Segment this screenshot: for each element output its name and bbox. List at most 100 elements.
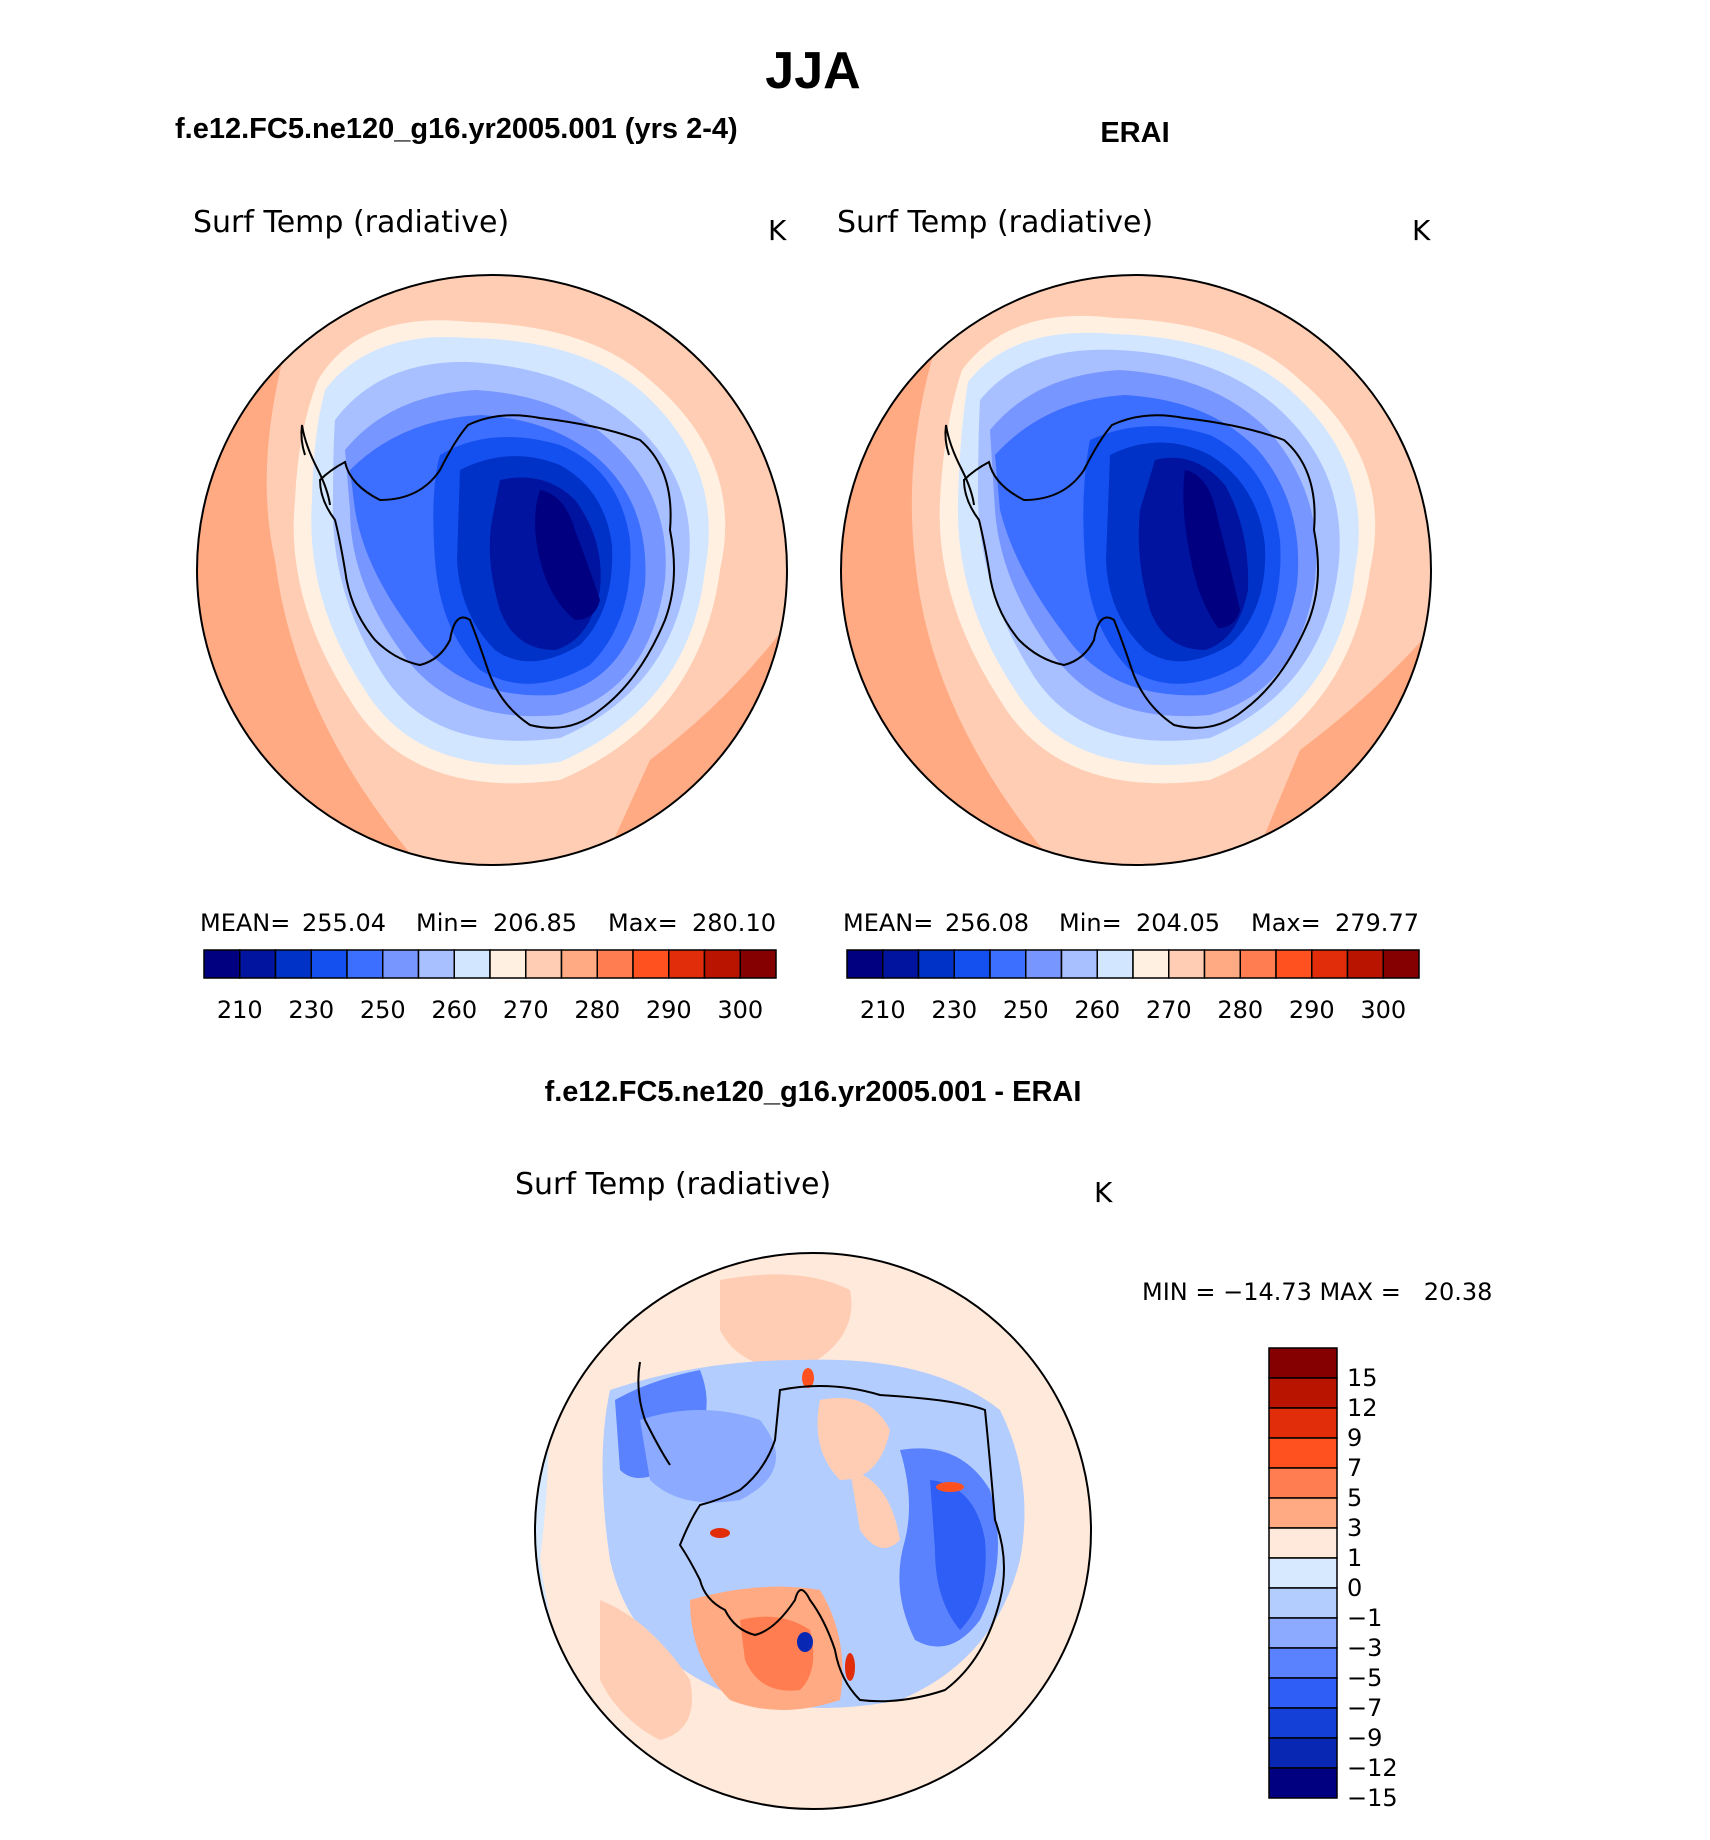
diff-colorbar-swatch (1268, 1767, 1338, 1799)
colorbar-tick-label: 210 (217, 996, 263, 1024)
svg-text:206.85: 206.85 (493, 909, 577, 937)
diff-colorbar-swatch (1268, 1677, 1338, 1709)
diff-colorbar-tick-label: −15 (1347, 1784, 1398, 1812)
diff-colorbar-tick-label: −7 (1347, 1694, 1382, 1722)
diff-panel-title: f.e12.FC5.ne120_g16.yr2005.001 - ERAI (545, 1076, 1082, 1108)
diff-stats: MIN = −14.73 MAX = 20.38 (1142, 1278, 1492, 1306)
svg-text:280.10: 280.10 (692, 909, 776, 937)
model-colorbar: 210 230 250 260 270 280 290 300 (203, 949, 777, 1024)
model-panel-title: f.e12.FC5.ne120_g16.yr2005.001 (yrs 2-4) (175, 113, 738, 145)
colorbar-swatch (1275, 949, 1313, 979)
diff-units-label: K (1094, 1176, 1113, 1209)
svg-text:MEAN=: MEAN= (200, 909, 290, 937)
diff-colorbar-tick-label: −5 (1347, 1664, 1382, 1692)
diff-colorbar-swatch (1268, 1527, 1338, 1559)
colorbar-swatch (1239, 949, 1277, 979)
colorbar-swatch (1132, 949, 1170, 979)
colorbar-swatch (560, 949, 598, 979)
diff-colorbar-tick-label: 1 (1347, 1544, 1362, 1572)
svg-text:Min=: Min= (416, 909, 479, 937)
colorbar-tick-label: 270 (503, 996, 549, 1024)
figure-title: JJA (765, 42, 860, 100)
colorbar-tick-label: 300 (1360, 996, 1406, 1024)
colorbar-tick-label: 230 (931, 996, 977, 1024)
diff-colorbar-swatch (1268, 1707, 1338, 1739)
colorbar-tick-label: 270 (1146, 996, 1192, 1024)
svg-text:279.77: 279.77 (1335, 909, 1419, 937)
svg-text:255.04: 255.04 (302, 909, 386, 937)
colorbar-swatch (1311, 949, 1349, 979)
diff-colorbar-swatch (1268, 1347, 1338, 1379)
colorbar-tick-label: 280 (1217, 996, 1263, 1024)
obs-stats: MEAN= 256.08 Min= 204.05 Max= 279.77 (843, 909, 1419, 937)
colorbar-swatch (1382, 949, 1420, 979)
colorbar-swatch (846, 949, 884, 979)
diff-colorbar-tick-label: −1 (1347, 1604, 1382, 1632)
colorbar-swatch (596, 949, 634, 979)
diff-variable-label: Surf Temp (radiative) (515, 1167, 831, 1202)
colorbar-swatch (274, 949, 312, 979)
diff-colorbar-swatch (1268, 1647, 1338, 1679)
colorbar-tick-label: 250 (360, 996, 406, 1024)
colorbar-swatch (917, 949, 955, 979)
obs-units-label: K (1412, 214, 1431, 247)
colorbar-tick-label: 300 (717, 996, 763, 1024)
diff-colorbar-tick-label: 12 (1347, 1394, 1378, 1422)
diff-colorbar-tick-label: 7 (1347, 1454, 1362, 1482)
colorbar-swatch (1025, 949, 1063, 979)
colorbar-swatch (1096, 949, 1134, 979)
colorbar-swatch (703, 949, 741, 979)
colorbar-swatch (739, 949, 777, 979)
model-polar-map (196, 274, 788, 866)
diff-colorbar-tick-label: 5 (1347, 1484, 1362, 1512)
diff-colorbar-tick-label: 9 (1347, 1424, 1362, 1452)
colorbar-tick-label: 290 (646, 996, 692, 1024)
colorbar-swatch (882, 949, 920, 979)
diff-colorbar-swatch (1268, 1587, 1338, 1619)
colorbar-swatch (382, 949, 420, 979)
diff-colorbar-tick-label: 0 (1347, 1574, 1362, 1602)
model-units-label: K (768, 214, 787, 247)
diff-colorbar-swatch (1268, 1617, 1338, 1649)
colorbar-tick-label: 260 (431, 996, 477, 1024)
colorbar-swatch (310, 949, 348, 979)
colorbar-tick-label: 280 (574, 996, 620, 1024)
colorbar-tick-label: 210 (860, 996, 906, 1024)
diff-colorbar-swatch (1268, 1437, 1338, 1469)
svg-text:Max=: Max= (608, 909, 678, 937)
diff-colorbar-swatch (1268, 1407, 1338, 1439)
colorbar-swatch (989, 949, 1027, 979)
svg-text:Min=: Min= (1059, 909, 1122, 937)
diff-colorbar-tick-label: 3 (1347, 1514, 1362, 1542)
colorbar-swatch (953, 949, 991, 979)
obs-variable-label: Surf Temp (radiative) (837, 205, 1153, 240)
colorbar-tick-label: 290 (1289, 996, 1335, 1024)
diff-colorbar-swatch (1268, 1467, 1338, 1499)
diff-polar-map (534, 1252, 1092, 1810)
svg-text:MEAN=: MEAN= (843, 909, 933, 937)
diff-colorbar-tick-label: −9 (1347, 1724, 1382, 1752)
diff-colorbar-swatch (1268, 1377, 1338, 1409)
colorbar-tick-label: 260 (1074, 996, 1120, 1024)
colorbar-swatch (525, 949, 563, 979)
diff-colorbar-swatch (1268, 1497, 1338, 1529)
svg-text:256.08: 256.08 (945, 909, 1029, 937)
obs-polar-map (840, 274, 1432, 866)
colorbar-swatch (489, 949, 527, 979)
colorbar-swatch (668, 949, 706, 979)
model-stats: MEAN= 255.04 Min= 206.85 Max= 280.10 (200, 909, 776, 937)
colorbar-swatch (632, 949, 670, 979)
diff-colorbar-tick-label: −12 (1347, 1754, 1398, 1782)
diff-colorbar-tick-label: −3 (1347, 1634, 1382, 1662)
colorbar-swatch (203, 949, 241, 979)
colorbar-swatch (1203, 949, 1241, 979)
model-variable-label: Surf Temp (radiative) (193, 205, 509, 240)
diff-colorbar-tick-label: 15 (1347, 1364, 1378, 1392)
colorbar-swatch (346, 949, 384, 979)
svg-text:204.05: 204.05 (1136, 909, 1220, 937)
svg-text:Max=: Max= (1251, 909, 1321, 937)
colorbar-swatch (453, 949, 491, 979)
colorbar-tick-label: 250 (1003, 996, 1049, 1024)
colorbar-tick-label: 230 (288, 996, 334, 1024)
